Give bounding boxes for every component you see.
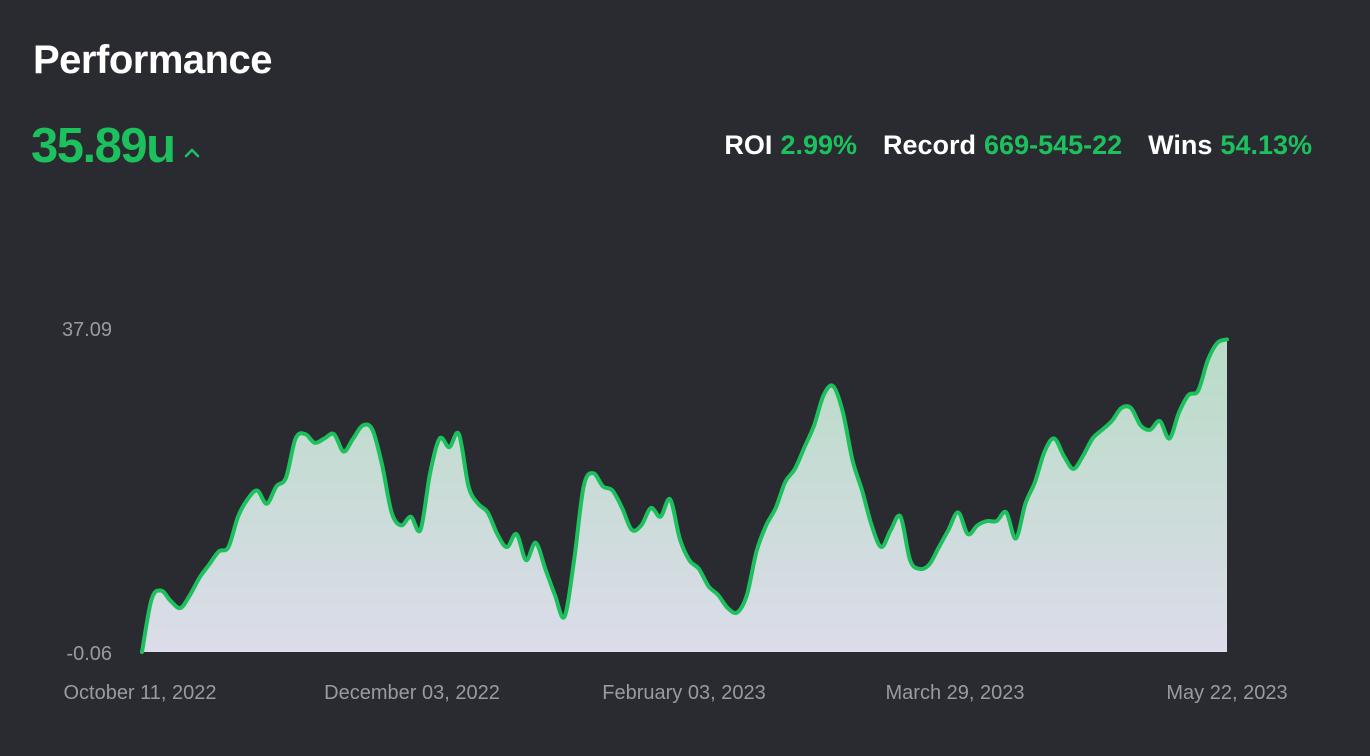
x-tick-label: December 03, 2022: [324, 682, 500, 704]
stat-value: 54.13%: [1220, 130, 1312, 160]
stats-bar: ROI 2.99% Record 669-545-22 Wins 54.13%: [698, 130, 1312, 161]
stat-label: Wins: [1148, 130, 1213, 160]
units-value: 35.89u: [31, 119, 176, 173]
stat-record: Record 669-545-22: [883, 130, 1122, 161]
x-tick-label: May 22, 2023: [1166, 682, 1287, 704]
stat-label: ROI: [724, 130, 773, 160]
stat-value: 669-545-22: [984, 130, 1123, 160]
y-tick-label: 37.09: [62, 319, 112, 341]
stat-wins: Wins 54.13%: [1148, 130, 1312, 161]
stat-label: Record: [883, 130, 977, 160]
stat-value: 2.99%: [780, 130, 857, 160]
page-title: Performance: [33, 38, 273, 82]
units-summary: 35.89u: [31, 118, 203, 174]
stat-roi: ROI 2.99%: [724, 130, 857, 161]
chevron-up-icon: [184, 148, 199, 158]
series-area: [142, 339, 1227, 652]
x-tick-label: March 29, 2023: [886, 682, 1025, 704]
x-tick-label: February 03, 2023: [602, 682, 765, 704]
y-tick-label: -0.06: [66, 643, 112, 665]
series-line: [140, 337, 1229, 654]
x-tick-label: October 11, 2022: [63, 682, 216, 704]
